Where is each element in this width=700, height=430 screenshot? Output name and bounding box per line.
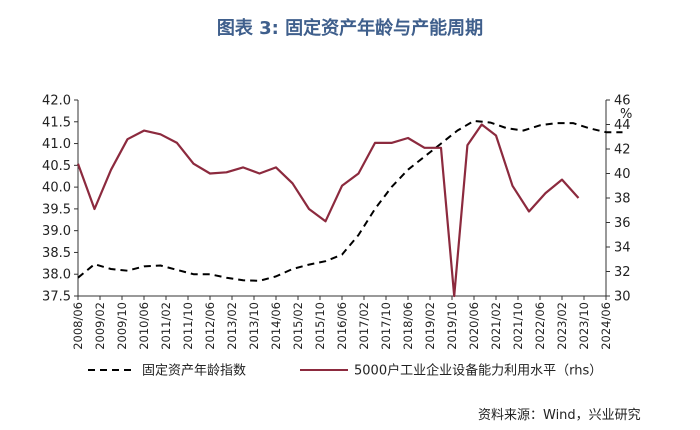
- x-tick-label: 2010/06: [137, 302, 151, 350]
- x-tick-label: 2021/02: [489, 302, 503, 350]
- left-tick-label: 37.5: [42, 290, 71, 305]
- left-axis-ticks: 37.5 38.0 38.5 39.0 39.5 40.0 40.5 41.0 41.5 42.0: [42, 94, 78, 305]
- x-tick-label: 2015/02: [291, 302, 305, 350]
- right-tick-label: 34: [614, 241, 631, 256]
- x-tick-label: 2021/10: [511, 302, 525, 350]
- x-tick-label: 2009/02: [93, 302, 107, 350]
- right-axis-ticks: 30 32 34 36 38 40 42 44 46%: [606, 94, 632, 305]
- right-tick-label: 30: [614, 290, 631, 305]
- left-tick-label: 39.0: [42, 224, 71, 239]
- x-tick-label: 2017/10: [379, 302, 393, 350]
- chart-title: 图表 3: 固定资产年龄与产能周期: [216, 18, 484, 39]
- right-tick-label: 40: [614, 167, 631, 182]
- right-tick-label: 46: [614, 94, 631, 109]
- right-tick-label: 42: [614, 143, 631, 158]
- x-tick-label: 2019/02: [423, 302, 437, 350]
- right-tick-label: 36: [614, 216, 631, 231]
- x-tick-label: 2015/10: [313, 302, 327, 350]
- x-tick-label: 2011/02: [159, 302, 173, 350]
- series-group: [76, 119, 623, 298]
- x-tick-label: 2013/10: [247, 302, 261, 350]
- right-tick-label: 32: [614, 265, 631, 280]
- x-tick-label: 2013/02: [225, 302, 239, 350]
- x-tick-label: 2011/10: [181, 302, 195, 350]
- x-tick-label: 2014/06: [269, 302, 283, 350]
- legend-label: 5000户工业企业设备能力利用水平（rhs）: [354, 363, 602, 379]
- left-tick-label: 38.5: [42, 246, 71, 261]
- series-line-capacity-utilization: [76, 123, 580, 298]
- x-tick-label: 2022/06: [533, 302, 547, 350]
- left-tick-label: 40.5: [42, 159, 71, 174]
- x-tick-label: 2024/06: [599, 302, 613, 350]
- x-tick-label: 2023/10: [577, 302, 591, 350]
- x-tick-label: 2016/06: [335, 302, 349, 350]
- x-tick-label: 2023/02: [555, 302, 569, 350]
- x-tick-label: 2019/10: [445, 302, 459, 350]
- legend: 固定资产年龄指数 5000户工业企业设备能力利用水平（rhs）: [88, 363, 602, 379]
- left-tick-label: 42.0: [42, 94, 71, 109]
- x-tick-label: 2020/06: [467, 302, 481, 350]
- series-line-asset-age: [77, 119, 623, 282]
- left-tick-label: 41.0: [42, 137, 71, 152]
- legend-label: 固定资产年龄指数: [142, 364, 246, 379]
- x-tick-label: 2009/10: [115, 302, 129, 350]
- x-tick-label: 2012/06: [203, 302, 217, 350]
- x-tick-label: 2017/02: [357, 302, 371, 350]
- left-tick-label: 38.0: [42, 268, 71, 283]
- right-tick-label: 38: [614, 192, 631, 207]
- x-tick-label: 2018/06: [401, 302, 415, 350]
- left-tick-label: 40.0: [42, 181, 71, 196]
- source-note: 资料来源：Wind，兴业研究: [478, 408, 641, 423]
- x-tick-label: 2008/06: [71, 302, 85, 350]
- x-axis-ticks: 2008/06 2009/02 2009/10 2010/06 2011/02 2011/…: [71, 296, 613, 350]
- left-tick-label: 41.5: [42, 115, 71, 130]
- right-tick-label: 44: [614, 118, 631, 133]
- right-axis-unit-label: %: [620, 107, 632, 122]
- left-tick-label: 39.5: [42, 202, 71, 217]
